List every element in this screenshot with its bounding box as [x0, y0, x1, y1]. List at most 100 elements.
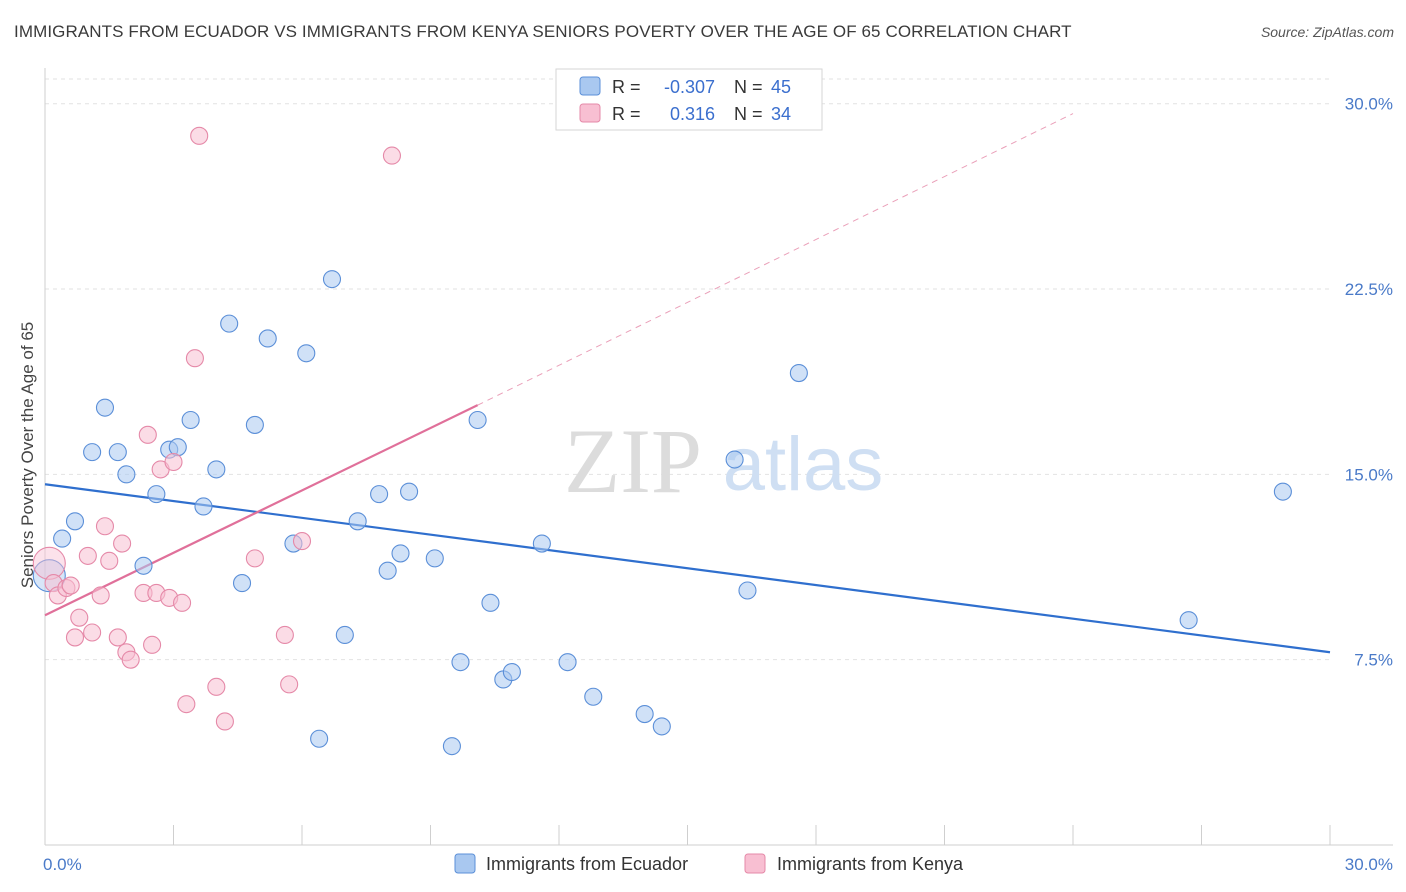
point-kenya — [95, 517, 115, 536]
point-ecuador — [502, 662, 521, 682]
point-kenya — [177, 695, 196, 714]
trend-line-kenya — [44, 404, 479, 617]
point-kenya — [113, 534, 132, 553]
point-kenya — [185, 349, 204, 368]
point-ecuador — [95, 398, 115, 417]
point-ecuador — [258, 329, 277, 348]
bottom-legend-label-kenya: Immigrants from Kenya — [777, 854, 964, 874]
point-ecuador — [584, 687, 603, 706]
point-kenya — [382, 146, 402, 165]
x-tick-label: 30.0% — [1345, 855, 1393, 874]
x-tick-label: 0.0% — [43, 855, 82, 874]
point-ecuador — [378, 561, 397, 580]
legend-r-ecuador: -0.307 — [664, 77, 715, 97]
data-points — [32, 126, 1292, 756]
bottom-legend-swatch-kenya — [744, 853, 766, 874]
watermark-zip: ZIP — [564, 410, 702, 512]
point-kenya — [138, 425, 157, 444]
legend-r-kenya: 0.316 — [670, 104, 715, 124]
point-ecuador — [181, 410, 200, 430]
point-kenya — [32, 546, 66, 580]
y-tick-label: 15.0% — [1345, 465, 1393, 484]
point-ecuador — [425, 549, 444, 568]
y-tick-label: 7.5% — [1354, 651, 1393, 670]
grid — [45, 78, 1330, 661]
point-ecuador — [83, 443, 102, 462]
point-ecuador — [207, 460, 226, 479]
y-tick-label: 30.0% — [1345, 95, 1393, 114]
point-ecuador — [370, 485, 389, 504]
point-kenya — [207, 677, 226, 696]
point-ecuador — [468, 410, 487, 430]
point-kenya — [70, 608, 89, 627]
point-ecuador — [245, 415, 264, 434]
chart-title: IMMIGRANTS FROM ECUADOR VS IMMIGRANTS FR… — [14, 22, 1072, 41]
point-ecuador — [297, 344, 316, 363]
point-ecuador — [53, 529, 72, 548]
point-kenya — [215, 712, 234, 731]
trend-line-kenya-extension — [477, 113, 1074, 406]
point-ecuador — [1273, 482, 1292, 501]
legend-swatch-kenya — [579, 103, 601, 123]
point-kenya — [292, 532, 312, 551]
correlation-legend: R = -0.307 N = 45 R = 0.316 N = 34 — [555, 68, 823, 131]
point-ecuador — [322, 270, 342, 289]
point-ecuador — [391, 544, 410, 563]
point-ecuador — [147, 485, 166, 504]
legend-n-kenya: 34 — [771, 104, 791, 124]
point-kenya — [280, 675, 299, 694]
point-kenya — [121, 650, 140, 669]
point-ecuador — [400, 482, 419, 501]
point-ecuador — [335, 625, 354, 645]
point-ecuador — [220, 314, 239, 333]
series-legend: Immigrants from Ecuador Immigrants from … — [454, 853, 964, 874]
point-ecuador — [532, 534, 551, 553]
point-ecuador — [65, 512, 85, 531]
legend-swatch-ecuador — [579, 76, 601, 96]
point-ecuador — [451, 653, 470, 672]
trend-lines — [44, 113, 1331, 654]
point-ecuador — [1179, 611, 1198, 630]
axes: 7.5% 15.0% 22.5% 30.0% 0.0% 30.0% — [43, 68, 1393, 874]
point-ecuador — [558, 653, 577, 672]
point-kenya — [108, 628, 127, 647]
legend-n-ecuador: 45 — [771, 77, 791, 97]
point-kenya — [91, 586, 110, 605]
point-kenya — [78, 546, 97, 565]
point-ecuador — [481, 593, 500, 612]
point-kenya — [245, 549, 264, 568]
legend-r-label: R = — [612, 77, 641, 97]
point-ecuador — [310, 729, 329, 748]
point-ecuador — [725, 450, 744, 469]
bottom-legend-swatch-ecuador — [454, 853, 476, 874]
point-kenya — [61, 576, 80, 595]
point-ecuador — [348, 512, 367, 531]
watermark-atlas: atlas — [723, 422, 884, 507]
point-kenya — [83, 623, 102, 642]
source-label: Source: ZipAtlas.com — [1260, 24, 1394, 40]
point-ecuador — [134, 556, 153, 575]
point-ecuador — [117, 465, 136, 484]
bottom-legend-label-ecuador: Immigrants from Ecuador — [486, 854, 688, 874]
point-ecuador — [652, 717, 671, 736]
legend-n-label: N = — [734, 104, 763, 124]
point-kenya — [143, 635, 162, 654]
point-kenya — [173, 593, 192, 612]
point-ecuador — [108, 443, 127, 462]
y-tick-label: 22.5% — [1345, 280, 1393, 299]
point-ecuador — [789, 363, 808, 383]
legend-r-label: R = — [612, 104, 641, 124]
point-kenya — [164, 452, 183, 472]
point-ecuador — [635, 704, 654, 724]
point-kenya — [275, 625, 294, 645]
point-ecuador — [442, 737, 461, 756]
legend-n-label: N = — [734, 77, 763, 97]
y-axis-label: Seniors Poverty Over the Age of 65 — [18, 322, 37, 588]
point-kenya — [190, 126, 209, 145]
point-ecuador — [232, 574, 252, 593]
point-ecuador — [738, 581, 757, 600]
point-ecuador — [194, 497, 213, 516]
point-kenya — [65, 628, 85, 647]
point-kenya — [100, 551, 119, 570]
